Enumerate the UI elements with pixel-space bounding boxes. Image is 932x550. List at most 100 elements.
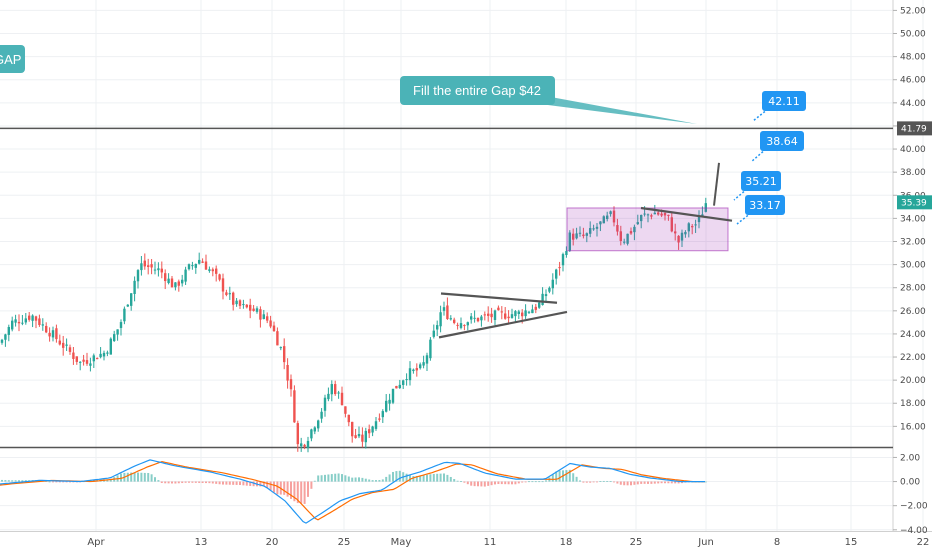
macd-hist-bar	[344, 475, 347, 482]
candle-body	[313, 427, 316, 432]
macd-hist-bar	[667, 481, 670, 484]
candle-body	[89, 363, 92, 366]
macd-hist-bar	[575, 476, 578, 482]
candle-body	[334, 384, 337, 395]
candle-body	[626, 233, 629, 244]
candle-body	[568, 232, 571, 251]
macd-hist-bar	[21, 480, 24, 482]
candle-body	[126, 304, 129, 307]
macd-hist-bar	[432, 473, 435, 482]
macd-axis[interactable]: 2.00 0.00 −2.00 −4.00	[893, 453, 928, 536]
macd-hist-bar	[269, 481, 272, 491]
candle-body	[130, 293, 133, 306]
macd-hist-bar	[381, 479, 384, 482]
time-tick-label: 15	[845, 537, 858, 548]
candle-body	[575, 233, 578, 239]
macd-hist-bar	[375, 480, 377, 482]
macd-hist-bar	[422, 475, 425, 482]
candle-body	[687, 223, 690, 232]
candle-body	[140, 263, 143, 271]
macd-hist-bar	[7, 480, 10, 482]
macd-hist-bar	[674, 481, 677, 484]
candle-body	[14, 319, 17, 323]
candle-body	[677, 235, 680, 243]
candle-body	[599, 221, 602, 225]
target-pointer	[752, 108, 769, 122]
candle-body	[286, 364, 289, 381]
candle-body	[572, 233, 575, 240]
candle-body	[531, 309, 534, 314]
macd-hist-bar	[262, 481, 265, 487]
macd-tick-label: 0.00	[900, 478, 920, 488]
macd-hist-bar	[555, 471, 558, 482]
candle-body	[429, 339, 432, 359]
macd-hist-bar	[1, 479, 3, 482]
macd-hist-bar	[92, 479, 95, 482]
macd-hist-bar	[215, 481, 218, 484]
candle-body	[191, 265, 194, 267]
candle-body	[293, 390, 296, 423]
candle-body	[296, 423, 299, 445]
macd-pane[interactable]	[0, 459, 707, 524]
candle-body	[279, 347, 282, 349]
candle-body	[694, 224, 697, 226]
candle-body	[82, 359, 85, 362]
candle-body	[483, 314, 486, 316]
candle-body	[245, 304, 248, 308]
candle-body	[228, 293, 231, 295]
candle-body	[446, 305, 449, 320]
candle-body	[527, 311, 531, 313]
candle-body	[439, 312, 442, 327]
candle-body	[691, 226, 694, 228]
macd-hist-bar	[650, 481, 653, 484]
macd-hist-bar	[538, 481, 541, 483]
candle-body	[28, 315, 31, 320]
candle-body	[92, 355, 95, 362]
price-tick-label: 50.00	[900, 30, 926, 40]
target-pointer	[733, 188, 748, 201]
macd-hist-bar	[664, 481, 666, 484]
candle-body	[99, 353, 102, 358]
macd-hist-bar	[181, 481, 184, 484]
macd-hist-bar	[205, 481, 207, 484]
macd-hist-bar	[514, 481, 517, 485]
macd-hist-bar	[660, 481, 663, 484]
candle-body	[55, 328, 58, 340]
price-axis[interactable]: 52.0050.0048.0046.0044.0042.0040.0038.00…	[893, 6, 926, 432]
candle-body	[164, 273, 167, 282]
candle-body	[303, 444, 306, 447]
time-tick-label: 11	[484, 537, 497, 548]
macd-hist-bar	[239, 481, 241, 486]
candle-body	[517, 311, 520, 315]
macd-hist-bar	[653, 481, 656, 484]
candle-body	[58, 340, 61, 345]
macd-hist-bar	[317, 475, 320, 482]
candle-body	[640, 214, 643, 222]
price-pane[interactable]	[0, 127, 893, 453]
macd-hist-bar	[4, 480, 7, 482]
candle-body	[38, 318, 41, 325]
macd-histogram	[1, 469, 707, 504]
candle-body	[119, 322, 123, 328]
macd-hist-bar	[704, 481, 707, 483]
macd-hist-bar	[273, 481, 275, 493]
candle-body	[65, 344, 68, 346]
macd-hist-bar	[208, 481, 211, 484]
macd-hist-bar	[337, 473, 340, 482]
candle-body	[211, 269, 214, 272]
panel-frames	[0, 0, 932, 532]
candle-body	[266, 316, 269, 321]
price-tag-text: 41.79	[901, 124, 927, 134]
price-tick-label: 28.00	[900, 284, 926, 294]
candle-body	[595, 226, 599, 229]
macd-hist-bar	[361, 477, 364, 482]
macd-hist-bar	[619, 481, 622, 485]
time-tick-label: Apr	[87, 537, 105, 548]
target-bubble-text: 42.11	[768, 95, 800, 108]
macd-hist-bar	[160, 481, 163, 484]
macd-hist-bar	[313, 480, 316, 482]
candle-body	[534, 306, 537, 310]
time-axis[interactable]: Apr 13 20 25 May 11 18 25 Jun 8 15 22	[87, 537, 929, 548]
candle-body	[538, 302, 541, 308]
